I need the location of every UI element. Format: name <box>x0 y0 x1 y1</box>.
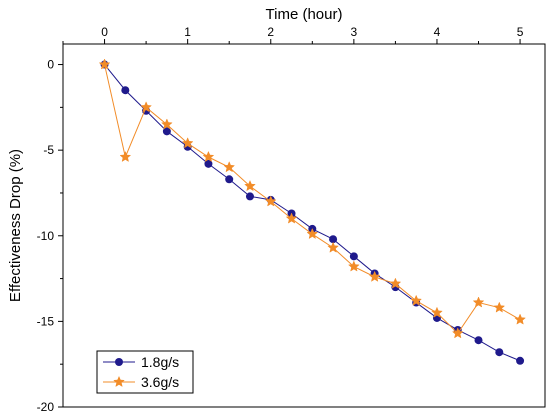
series-line <box>104 64 521 335</box>
legend-item: 3.6g/s <box>103 374 179 390</box>
data-point <box>162 127 171 136</box>
data-point <box>119 150 132 162</box>
data-point <box>329 235 338 244</box>
x-tick-label: 0 <box>101 25 108 39</box>
data-point <box>161 118 173 130</box>
legend: 1.8g/s 3.6g/s <box>96 350 194 394</box>
data-point <box>264 195 277 207</box>
data-point <box>431 306 443 318</box>
data-point <box>140 101 152 113</box>
x-tick-label: 4 <box>434 25 441 39</box>
data-point <box>451 327 464 339</box>
legend-label: 3.6g/s <box>141 374 179 390</box>
x-tick-label: 3 <box>351 25 358 39</box>
x-tick-label: 2 <box>267 25 274 39</box>
data-point <box>202 150 215 162</box>
plot-frame <box>62 43 546 408</box>
data-point <box>245 192 254 201</box>
legend-marker <box>115 358 123 366</box>
data-point <box>181 137 194 149</box>
axis-ticks: 0 1 2 3 4 5 0 -5 -10 -15 -20 <box>37 25 524 414</box>
data-point <box>121 86 130 95</box>
y-tick-label: 0 <box>47 58 54 72</box>
data-point <box>204 159 213 168</box>
data-point <box>285 212 298 224</box>
legend-items: 1.8g/s 3.6g/s <box>103 354 179 390</box>
data-point <box>472 296 485 308</box>
y-tick-label: -10 <box>37 229 55 243</box>
legend-box <box>96 350 194 394</box>
data-point <box>244 179 256 192</box>
x-tick-label: 1 <box>184 25 191 39</box>
data-point <box>348 260 360 272</box>
data-point <box>349 252 358 261</box>
data-point <box>223 161 236 173</box>
data-point <box>514 313 526 325</box>
series-layer <box>98 58 526 365</box>
data-point <box>410 294 423 306</box>
y-tick-label: -20 <box>37 400 55 414</box>
data-point <box>327 241 339 253</box>
legend-item: 1.8g/s <box>103 354 179 370</box>
legend-marker <box>113 375 125 387</box>
data-point <box>306 227 319 240</box>
series-2 <box>98 58 526 339</box>
y-axis-title: Effectiveness Drop (%) <box>7 149 24 302</box>
data-point <box>474 336 483 345</box>
series-line <box>104 64 521 362</box>
series-1 <box>100 60 525 365</box>
y-tick-label: -5 <box>43 143 54 157</box>
data-point <box>225 175 234 184</box>
legend-label: 1.8g/s <box>141 354 179 370</box>
data-point <box>516 356 525 365</box>
data-point <box>98 58 111 70</box>
y-tick-label: -15 <box>37 314 55 328</box>
x-axis-title: Time (hour) <box>266 6 343 23</box>
x-tick-label: 5 <box>517 25 524 39</box>
data-point <box>495 348 504 357</box>
data-point <box>389 277 402 289</box>
data-point <box>493 301 506 313</box>
data-point <box>368 270 381 282</box>
